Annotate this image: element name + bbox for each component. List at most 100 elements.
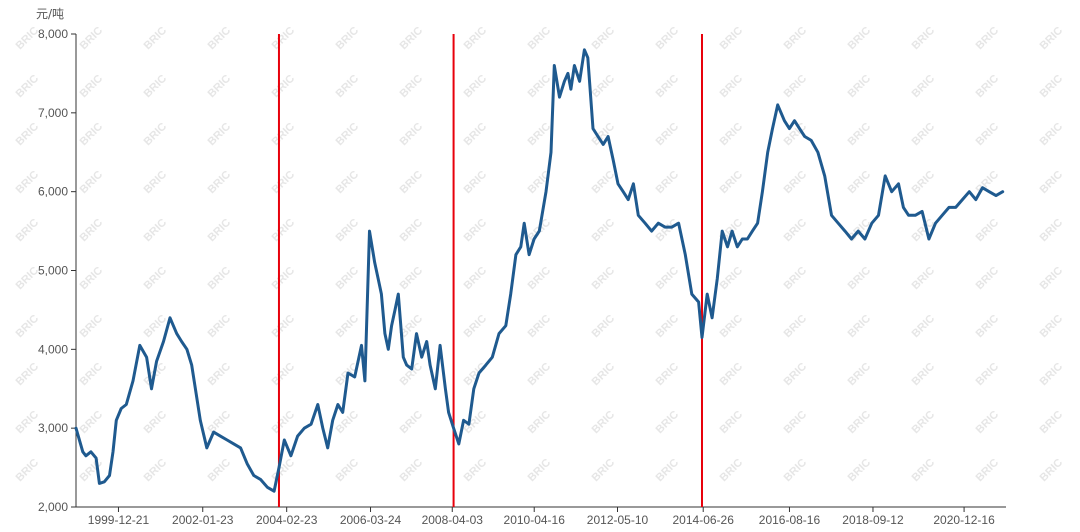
watermark-text: BRIC: [206, 121, 234, 149]
watermark-text: BRIC: [206, 265, 234, 293]
y-tick-label: 2,000: [38, 500, 68, 514]
watermark-text: BRIC: [974, 73, 1002, 101]
watermark-text: BRIC: [334, 169, 362, 197]
x-tick-label: 2004-02-23: [256, 513, 318, 527]
watermark-text: BRIC: [334, 217, 362, 245]
watermark-text: BRIC: [846, 265, 874, 293]
watermark-text: BRIC: [910, 121, 938, 149]
watermark-text: BRIC: [1038, 361, 1066, 389]
watermark-text: BRIC: [846, 25, 874, 53]
watermark-text: BRIC: [142, 25, 170, 53]
watermark-text: BRIC: [142, 457, 170, 485]
watermark-text: BRIC: [526, 121, 554, 149]
watermark-text: BRIC: [78, 457, 106, 485]
watermark-text: BRIC: [206, 361, 234, 389]
watermark-text: BRIC: [206, 409, 234, 437]
watermark-text: BRIC: [590, 25, 618, 53]
watermark-text: BRIC: [526, 457, 554, 485]
watermark-text: BRIC: [398, 121, 426, 149]
watermark-text: BRIC: [782, 25, 810, 53]
watermark-text: BRIC: [526, 409, 554, 437]
watermark-text: BRIC: [910, 25, 938, 53]
watermark-text: BRIC: [1038, 121, 1066, 149]
watermark-text: BRIC: [398, 409, 426, 437]
watermark-text: BRIC: [846, 409, 874, 437]
watermark-text: BRIC: [526, 265, 554, 293]
watermark-text: BRIC: [718, 121, 746, 149]
watermark-text: BRIC: [270, 313, 298, 341]
watermark-text: BRIC: [910, 265, 938, 293]
watermark-text: BRIC: [206, 457, 234, 485]
x-tick-label: 2018-09-12: [842, 513, 904, 527]
watermark-text: BRIC: [718, 409, 746, 437]
watermark-text: BRIC: [270, 457, 298, 485]
watermark-text: BRIC: [590, 265, 618, 293]
watermark-text: BRIC: [14, 361, 42, 389]
watermark-text: BRIC: [782, 313, 810, 341]
watermark-text: BRIC: [334, 73, 362, 101]
watermark-text: BRIC: [1038, 457, 1066, 485]
watermark-text: BRIC: [206, 73, 234, 101]
watermark-text: BRIC: [654, 25, 682, 53]
watermark-text: BRIC: [78, 25, 106, 53]
watermark-text: BRIC: [974, 217, 1002, 245]
x-tick-label: 2020-12-16: [933, 513, 995, 527]
watermark-text: BRIC: [590, 457, 618, 485]
watermark-text: BRIC: [142, 409, 170, 437]
watermark-text: BRIC: [398, 457, 426, 485]
watermark-text: BRIC: [206, 313, 234, 341]
watermark-text: BRIC: [462, 169, 490, 197]
x-tick-label: 2012-05-10: [587, 513, 649, 527]
watermark-text: BRIC: [782, 265, 810, 293]
watermark-text: BRIC: [334, 313, 362, 341]
watermark-text: BRIC: [846, 361, 874, 389]
watermark-text: BRIC: [270, 73, 298, 101]
watermark-text: BRIC: [14, 313, 42, 341]
watermark-text: BRIC: [462, 73, 490, 101]
watermark-text: BRIC: [1038, 217, 1066, 245]
watermark-text: BRIC: [14, 217, 42, 245]
watermark-text: BRIC: [974, 25, 1002, 53]
x-tick-label: 2010-04-16: [504, 513, 566, 527]
y-tick-label: 5,000: [38, 264, 68, 278]
watermark-text: BRIC: [398, 73, 426, 101]
watermark-text: BRIC: [334, 121, 362, 149]
watermark-text: BRIC: [142, 217, 170, 245]
y-tick-label: 8,000: [38, 27, 68, 41]
watermark-text: BRIC: [590, 409, 618, 437]
x-tick-label: 2014-06-26: [673, 513, 735, 527]
series-layer: [74, 48, 1005, 493]
x-tick-label: 2002-01-23: [172, 513, 234, 527]
y-tick-label: 3,000: [38, 421, 68, 435]
watermark-text: BRIC: [654, 313, 682, 341]
watermark-text: BRIC: [78, 169, 106, 197]
x-tick-label: 2008-04-03: [422, 513, 484, 527]
watermark-text: BRIC: [590, 217, 618, 245]
watermark-text: BRIC: [142, 169, 170, 197]
watermark-layer: BRIC BRIC BRIC BRIC BRIC BRIC BRIC BRIC BRIC BRIC…: [14, 25, 1066, 485]
watermark-text: BRIC: [846, 169, 874, 197]
y-axis-ticks: 2,000 3,000 4,000 5,000 6,000 7,000 8,000: [38, 27, 76, 514]
watermark-text: BRIC: [1038, 409, 1066, 437]
watermark-text: BRIC: [206, 25, 234, 53]
watermark-text: BRIC: [1038, 25, 1066, 53]
watermark-text: BRIC: [718, 25, 746, 53]
watermark-text: BRIC: [910, 409, 938, 437]
watermark-text: BRIC: [78, 121, 106, 149]
watermark-text: BRIC: [78, 73, 106, 101]
watermark-text: BRIC: [910, 361, 938, 389]
watermark-text: BRIC: [78, 313, 106, 341]
watermark-text: BRIC: [14, 73, 42, 101]
watermark-text: BRIC: [270, 361, 298, 389]
watermark-text: BRIC: [782, 217, 810, 245]
y-tick-label: 7,000: [38, 106, 68, 120]
y-tick-label: 4,000: [38, 342, 68, 356]
watermark-text: BRIC: [654, 361, 682, 389]
vertical-markers: [277, 34, 703, 507]
watermark-text: BRIC: [782, 73, 810, 101]
watermark-text: BRIC: [1038, 313, 1066, 341]
watermark-text: BRIC: [270, 121, 298, 149]
watermark-text: BRIC: [14, 457, 42, 485]
watermark-text: BRIC: [782, 361, 810, 389]
